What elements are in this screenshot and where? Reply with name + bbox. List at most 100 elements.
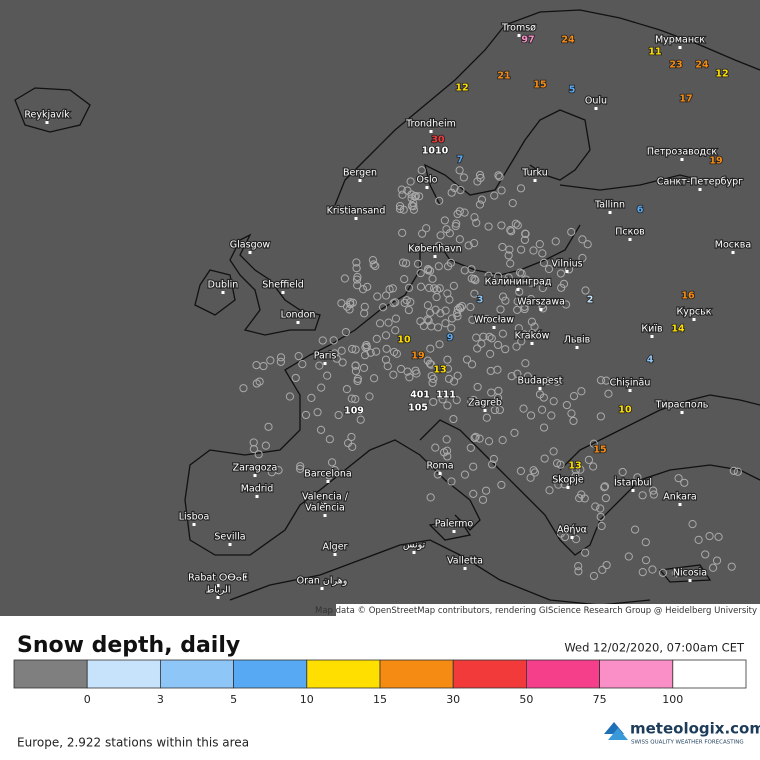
city-label: Valencia / xyxy=(302,492,349,503)
station-marker xyxy=(528,329,537,338)
station-marker xyxy=(538,283,547,293)
city-dot xyxy=(463,567,467,570)
city-label: Bergen xyxy=(343,168,377,179)
station-marker xyxy=(332,354,341,363)
station-marker xyxy=(362,340,371,350)
station-marker xyxy=(330,466,339,475)
station-marker xyxy=(567,409,576,418)
legend-label: 10 xyxy=(300,693,314,706)
city-dot xyxy=(692,318,696,321)
city-label: Oran وهران xyxy=(297,576,348,587)
station-marker xyxy=(486,349,495,358)
station-marker xyxy=(501,296,510,305)
station-marker xyxy=(404,305,413,315)
station-marker xyxy=(443,289,452,298)
city-label: Rabat ⵔⴱⴰⵟ xyxy=(188,573,248,584)
station-marker xyxy=(416,282,426,291)
station-marker xyxy=(485,332,494,341)
city-dot xyxy=(533,179,537,182)
station-marker xyxy=(381,355,391,364)
station-marker xyxy=(624,552,633,561)
station-marker xyxy=(484,437,494,446)
station-marker xyxy=(296,464,305,473)
station-marker xyxy=(547,411,556,420)
station-marker xyxy=(424,266,433,275)
station-marker xyxy=(452,395,461,405)
city-dot xyxy=(320,587,324,590)
station-value: 7 xyxy=(457,155,464,166)
legend-swatch xyxy=(599,659,674,689)
station-value: 401 xyxy=(410,390,430,401)
city-dot xyxy=(517,34,521,37)
station-marker xyxy=(416,268,425,278)
station-marker xyxy=(334,410,343,420)
station-marker xyxy=(493,340,503,350)
station-marker xyxy=(342,385,352,394)
station-marker xyxy=(489,454,498,464)
station-marker xyxy=(459,173,468,182)
station-marker xyxy=(239,384,248,393)
station-marker xyxy=(413,259,423,268)
city-label: Chișinău xyxy=(610,378,651,389)
station-marker xyxy=(431,443,440,452)
station-marker xyxy=(571,472,580,481)
station-marker xyxy=(471,432,480,441)
station-marker xyxy=(596,376,606,385)
station-marker xyxy=(403,186,412,195)
station-marker xyxy=(296,462,305,471)
station-marker xyxy=(432,292,441,302)
station-marker xyxy=(521,229,530,238)
city-label: Zaragoza xyxy=(233,463,278,474)
station-marker xyxy=(453,371,462,380)
area-note: Europe, 2.922 stations within this area xyxy=(17,736,249,750)
station-marker xyxy=(406,177,415,186)
station-marker xyxy=(552,377,561,386)
station-marker xyxy=(317,383,326,392)
city-label: Петрозаводск xyxy=(647,147,717,158)
station-marker xyxy=(649,490,658,499)
station-marker xyxy=(447,188,456,197)
station-marker xyxy=(591,502,600,511)
city-dot xyxy=(323,503,327,506)
station-value: 21 xyxy=(497,71,510,82)
station-marker xyxy=(526,473,535,482)
station-marker xyxy=(589,462,598,471)
station-marker xyxy=(733,467,742,476)
station-marker xyxy=(338,358,347,367)
station-value: 19 xyxy=(709,156,722,167)
station-value: 15 xyxy=(593,445,606,456)
station-marker xyxy=(578,253,587,263)
city-label: Vilnius xyxy=(551,259,582,270)
station-marker xyxy=(402,296,411,305)
station-marker xyxy=(360,302,369,311)
station-marker xyxy=(638,491,647,500)
station-marker xyxy=(520,304,529,314)
station-marker xyxy=(356,415,365,424)
legend-swatch xyxy=(526,659,601,689)
station-marker xyxy=(255,377,264,386)
station-marker xyxy=(583,240,592,249)
station-marker xyxy=(560,480,569,489)
station-marker xyxy=(249,444,258,454)
city-label: Київ xyxy=(641,324,663,335)
station-marker xyxy=(466,443,475,452)
station-value: 24 xyxy=(695,60,709,71)
station-marker xyxy=(313,408,322,417)
station-marker xyxy=(327,458,337,467)
station-marker xyxy=(451,221,460,231)
station-marker xyxy=(497,480,506,490)
station-marker xyxy=(366,348,375,357)
station-marker xyxy=(529,466,538,475)
station-marker xyxy=(276,353,286,362)
city-dot xyxy=(333,553,337,556)
city-label: Glasgow xyxy=(230,240,271,251)
station-marker xyxy=(596,412,605,421)
station-marker xyxy=(556,460,565,469)
city-dot xyxy=(281,291,285,294)
station-marker xyxy=(482,413,491,422)
station-marker xyxy=(434,262,443,271)
station-marker xyxy=(402,259,411,268)
station-marker xyxy=(443,364,453,373)
legend-label: 15 xyxy=(373,693,387,706)
station-marker xyxy=(572,535,581,544)
